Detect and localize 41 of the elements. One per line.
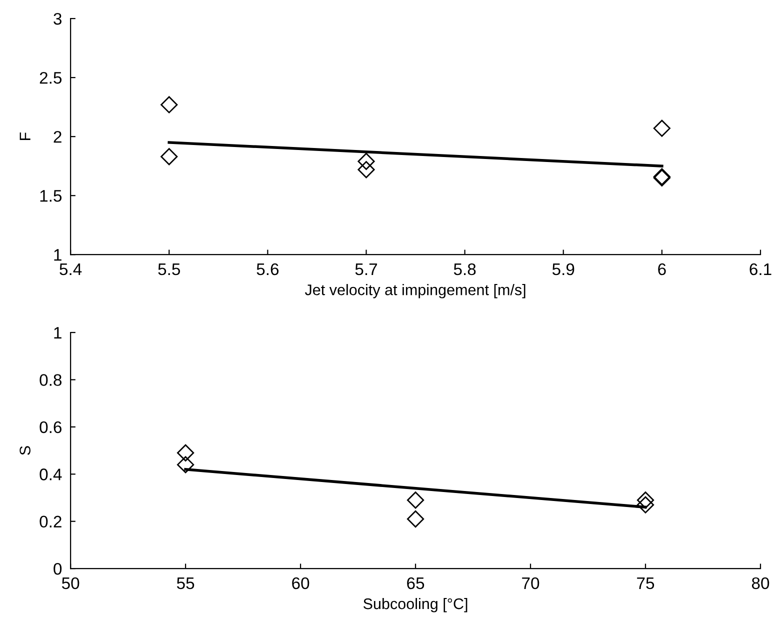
y-tick-label: 0.8	[40, 374, 62, 386]
point	[160, 96, 178, 114]
y-tick-label: 1	[54, 327, 62, 339]
x-tick-label: 6	[658, 263, 666, 276]
x-tick-label: 5.9	[552, 263, 574, 276]
point	[406, 510, 424, 528]
x-tick-label: 5.8	[454, 263, 476, 276]
x-tick-label: 50	[62, 577, 80, 590]
y-tick-label: 0	[54, 562, 62, 575]
point	[358, 161, 375, 178]
point	[358, 152, 375, 170]
x-axis-title: Subcooling [°C]	[363, 598, 468, 612]
y-tick-label: 3	[54, 12, 62, 25]
point	[653, 120, 670, 137]
point	[160, 148, 178, 166]
x-tick-label: 5.7	[355, 264, 377, 276]
y-axis-title: S	[20, 446, 30, 455]
x-axis-title: Jet velocity at impingement [m/s]	[304, 284, 526, 298]
x-tick-label: 5.4	[60, 264, 82, 276]
point	[176, 444, 194, 462]
y-tick-label: 1.5	[40, 190, 62, 202]
y-tick-label: 0.4	[40, 468, 62, 480]
y-tick-label: 2.5	[40, 72, 62, 84]
x-tick-label: 80	[752, 577, 770, 590]
point	[636, 492, 654, 509]
x-tick-label: 65	[407, 577, 424, 590]
x-tick-label: 70	[522, 577, 540, 590]
point	[176, 456, 194, 474]
x-tick-label: 5.5	[158, 264, 180, 276]
y-tick-label: 1	[54, 249, 62, 261]
point	[406, 492, 424, 509]
y-tick-label: 0.6	[40, 421, 62, 434]
y-tick-label: 2	[54, 130, 62, 143]
y-axis-title: F	[20, 132, 30, 140]
x-tick-label: 55	[176, 578, 194, 590]
x-tick-label: 5.6	[256, 263, 279, 276]
point	[636, 496, 654, 514]
x-tick-label: 60	[292, 577, 310, 590]
y-tick-label: 0.2	[40, 516, 62, 528]
x-tick-label: 6.1	[750, 263, 772, 276]
x-tick-label: 75	[637, 578, 654, 590]
